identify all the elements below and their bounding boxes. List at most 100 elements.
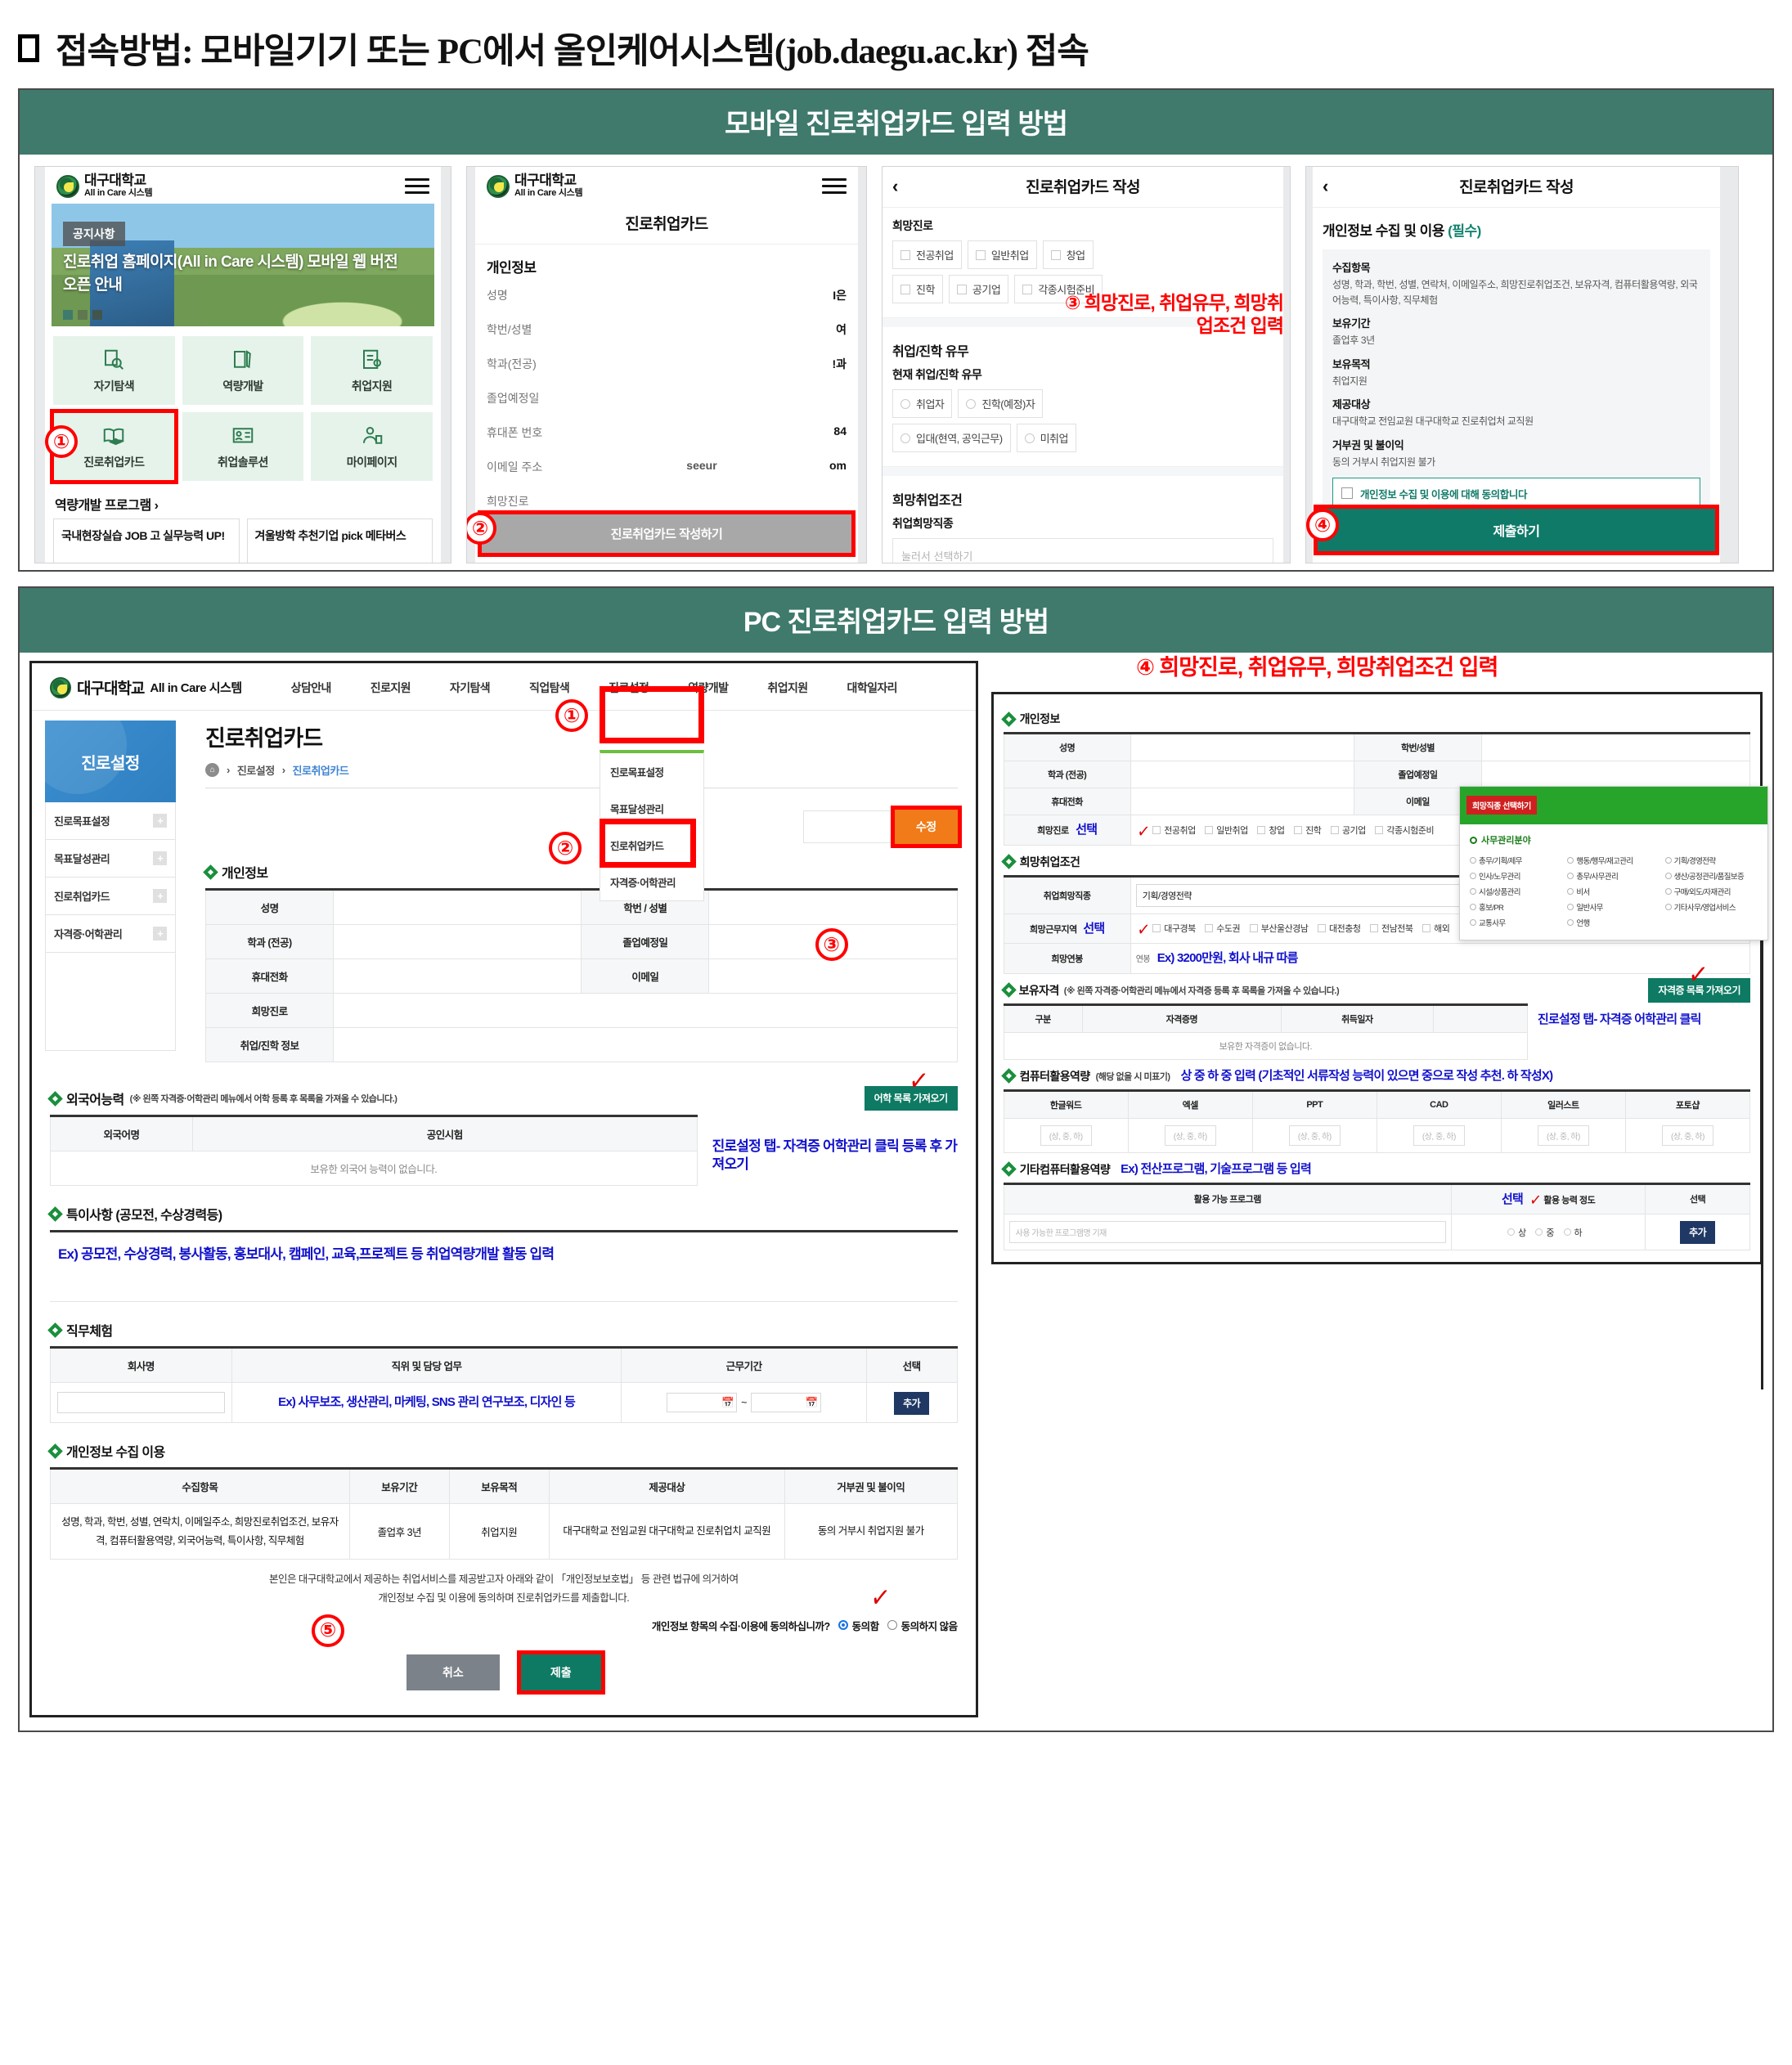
home-icon[interactable]: ⌂ bbox=[205, 763, 219, 777]
hero-banner[interactable]: 공지사항 진로취업 홈페이지(All in Care 시스템) 모바일 웹 버전… bbox=[52, 204, 434, 327]
menu-tile-job-solution[interactable]: 취업솔루션 bbox=[182, 412, 304, 482]
nav-item-career-support[interactable]: 진로지원 bbox=[370, 680, 411, 694]
carousel-dots[interactable] bbox=[63, 310, 102, 321]
popup-job-item[interactable]: 기타사무/영업서비스 bbox=[1664, 901, 1758, 913]
dropdown-item-career-goal[interactable]: 진로목표설정 bbox=[610, 767, 664, 779]
cell-value[interactable] bbox=[1130, 788, 1355, 815]
checkbox-option[interactable]: 각종시험준비 bbox=[1014, 275, 1103, 303]
consent-radio-yes[interactable]: 동의함 bbox=[838, 1618, 879, 1633]
program-section-heading[interactable]: 역량개발 프로그램 › bbox=[45, 484, 441, 518]
etc-program-cell[interactable]: 사용 가능한 프로그램명 기재 bbox=[1003, 1214, 1453, 1250]
checkbox-option[interactable]: 해외 bbox=[1422, 922, 1450, 935]
radio-option[interactable]: 하 bbox=[1563, 1226, 1583, 1239]
work-period-cell[interactable]: 📅 ~ 📅 bbox=[621, 1382, 867, 1424]
cell-value[interactable] bbox=[333, 889, 582, 925]
skill-input[interactable]: (상, 중, 하) bbox=[1412, 1125, 1465, 1146]
cell-value[interactable] bbox=[1480, 733, 1751, 761]
menu-tile-job-support[interactable]: 취업지원 bbox=[311, 336, 433, 406]
checkbox-option[interactable]: 전공취업 bbox=[892, 240, 962, 269]
radio-option[interactable]: 미취업 bbox=[1016, 424, 1076, 452]
checkbox-option[interactable]: 전공취업 bbox=[1152, 824, 1196, 837]
sidebar-item-career-card[interactable]: 진로취업카드 + bbox=[45, 878, 176, 915]
cell-value[interactable] bbox=[1130, 733, 1355, 761]
cell-value[interactable] bbox=[333, 993, 958, 1028]
breadcrumb-item-career-setting[interactable]: 진로설정 bbox=[236, 765, 275, 777]
edit-button[interactable]: 수정 bbox=[894, 810, 958, 844]
nav-item-consult[interactable]: 상담안내 bbox=[290, 680, 332, 694]
checkbox-option[interactable]: 대전충청 bbox=[1318, 922, 1361, 935]
cancel-button[interactable]: 취소 bbox=[406, 1654, 500, 1690]
radio-option[interactable]: 진학(예정)자 bbox=[958, 389, 1044, 418]
nav-item-self-explore[interactable]: 자기탐색 bbox=[449, 680, 491, 694]
checkbox-option[interactable]: 일반취업 bbox=[967, 240, 1037, 269]
popup-job-item[interactable]: 교통사무 bbox=[1470, 917, 1562, 928]
chevron-left-icon[interactable]: ‹ bbox=[1323, 175, 1329, 196]
skill-input-cell[interactable]: (상, 중, 하) bbox=[1624, 1117, 1751, 1153]
nav-item-job-support[interactable]: 취업지원 bbox=[767, 680, 808, 694]
sidebar-item-cert-language[interactable]: 자격증·어학관리 + bbox=[45, 915, 176, 953]
special-notes-field[interactable]: Ex) 공모전, 수상경력, 봉사활동, 홍보대사, 캠페인, 교육,프로젝트 … bbox=[50, 1230, 958, 1303]
skill-input-cell[interactable]: (상, 중, 하) bbox=[1127, 1117, 1253, 1153]
skill-input-cell[interactable]: (상, 중, 하) bbox=[1500, 1117, 1626, 1153]
checkbox-option[interactable]: 수도권 bbox=[1205, 922, 1241, 935]
skill-input[interactable]: (상, 중, 하) bbox=[1040, 1125, 1092, 1146]
skill-input[interactable]: (상, 중, 하) bbox=[1288, 1125, 1341, 1146]
cell-value[interactable] bbox=[333, 1027, 958, 1062]
etc-program-input[interactable]: 사용 가능한 프로그램명 기재 bbox=[1008, 1221, 1447, 1243]
cell-value[interactable] bbox=[333, 958, 582, 994]
program-card[interactable]: 국내현장실습 JOB 고 실무능력 UP! bbox=[53, 518, 240, 563]
submit-button[interactable]: 제출하기 bbox=[1318, 509, 1715, 551]
popup-job-item[interactable]: 홍보/PR bbox=[1470, 901, 1562, 913]
desired-job-select[interactable]: 눌러서 선택하기 bbox=[892, 538, 1273, 563]
pc-logo[interactable]: 대구대학교 All in Care 시스템 bbox=[50, 676, 242, 698]
date-to-input[interactable]: 📅 bbox=[750, 1393, 821, 1413]
submit-button[interactable]: 제출 bbox=[520, 1654, 601, 1690]
skill-input[interactable]: (상, 중, 하) bbox=[1662, 1125, 1713, 1146]
popup-job-item[interactable]: 총무/기획/제무 bbox=[1470, 855, 1562, 866]
menu-tile-mypage[interactable]: 마이페이지 bbox=[311, 412, 433, 482]
cell-value[interactable] bbox=[1480, 761, 1751, 788]
popup-job-item[interactable]: 생산/공정관리/품질보증 bbox=[1664, 870, 1758, 882]
popup-job-item[interactable]: 시설/상품관리 bbox=[1470, 886, 1562, 897]
popup-job-item[interactable]: 총무/사무관리 bbox=[1567, 870, 1660, 882]
nav-item-university-jobs[interactable]: 대학일자리 bbox=[847, 680, 898, 694]
import-language-list-button[interactable]: 어학 목록 가져오기 bbox=[864, 1086, 958, 1111]
popup-job-item[interactable]: 일반사무 bbox=[1567, 901, 1660, 913]
popup-job-item[interactable]: 언행 bbox=[1567, 917, 1660, 928]
radio-option[interactable]: 입대(현역, 공익근무) bbox=[892, 424, 1011, 452]
cell-value[interactable] bbox=[708, 889, 958, 925]
write-career-card-button[interactable]: 진로취업카드 작성하기 bbox=[482, 514, 851, 553]
checkbox-option[interactable]: 전남전북 bbox=[1370, 922, 1413, 935]
company-name-input[interactable] bbox=[50, 1382, 232, 1424]
cell-value[interactable] bbox=[1130, 761, 1355, 788]
checkbox-option[interactable]: 대구경북 bbox=[1152, 922, 1196, 935]
popup-job-item[interactable]: 구매/외도/자재관리 bbox=[1664, 886, 1758, 897]
sidebar-item-goal-management[interactable]: 목표달성관리 + bbox=[45, 840, 176, 878]
chevron-left-icon[interactable]: ‹ bbox=[892, 175, 899, 196]
consent-radio-no[interactable]: 동의하지 않음 bbox=[887, 1618, 958, 1633]
popup-job-item[interactable]: 행동/행무/재고관리 bbox=[1567, 855, 1660, 866]
checkbox-option[interactable]: 공기업 bbox=[1330, 824, 1366, 837]
skill-input[interactable]: (상, 중, 하) bbox=[1164, 1125, 1216, 1146]
checkbox-option[interactable]: 창업 bbox=[1042, 240, 1094, 269]
privacy-agree-checkbox[interactable]: 개인정보 수집 및 이용에 대해 동의합니다 bbox=[1332, 477, 1700, 510]
sidebar-item-career-goal[interactable]: 진로목표설정 + bbox=[45, 802, 176, 840]
menu-tile-competency[interactable]: 역량개발 bbox=[182, 336, 304, 406]
program-card[interactable]: 겨울방학 추천기업 pick 메타버스 bbox=[246, 518, 433, 563]
skill-input[interactable]: (상, 중, 하) bbox=[1537, 1125, 1589, 1146]
import-certificate-list-button[interactable]: 자격증 목록 가져오기 bbox=[1648, 978, 1750, 1003]
checkbox-option[interactable]: 창업 bbox=[1257, 824, 1285, 837]
popup-job-item[interactable]: 기획/경영전략 bbox=[1664, 855, 1758, 866]
date-from-input[interactable]: 📅 bbox=[667, 1393, 738, 1413]
nav-item-job-explore[interactable]: 직업탐색 bbox=[529, 680, 570, 694]
hamburger-menu-icon[interactable] bbox=[405, 174, 429, 198]
checkbox-option[interactable]: 각종시험준비 bbox=[1375, 824, 1435, 837]
radio-option[interactable]: 취업자 bbox=[892, 389, 953, 418]
skill-input-cell[interactable]: (상, 중, 하) bbox=[1251, 1117, 1377, 1153]
checkbox-option[interactable]: 부산울산경남 bbox=[1249, 922, 1309, 935]
dropdown-item-career-card[interactable]: 진로취업카드 bbox=[610, 841, 664, 852]
hamburger-menu-icon[interactable] bbox=[822, 174, 847, 198]
cell-value[interactable] bbox=[708, 958, 958, 994]
checkbox-option[interactable]: 진학 bbox=[892, 275, 943, 303]
popup-job-item[interactable]: 비서 bbox=[1567, 886, 1660, 897]
